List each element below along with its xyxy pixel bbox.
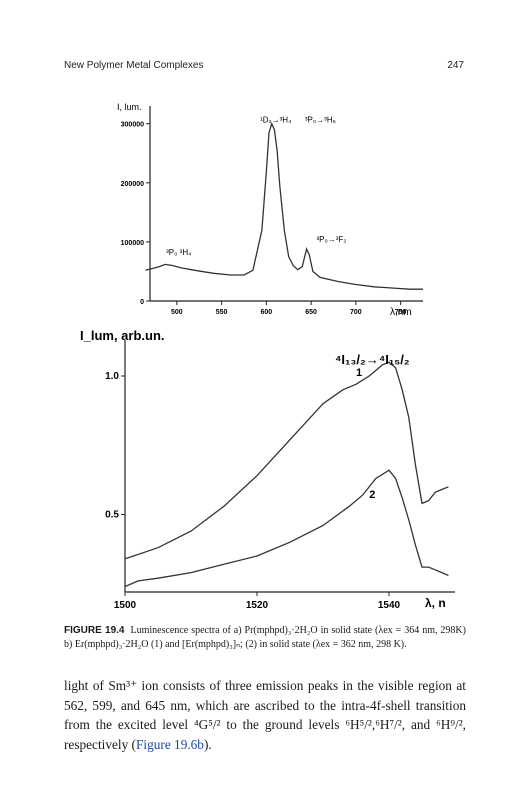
figure-link[interactable]: Figure 19.6b: [136, 736, 204, 752]
c2-x-tick-label: 1500: [114, 600, 137, 611]
chart-b-series-2-line: [124, 469, 449, 588]
chart-a-ylabel: I, lum.: [117, 102, 142, 112]
c1-x-tick-label: 500: [171, 309, 183, 316]
c2-y-tick-label: 1.0: [105, 371, 119, 382]
chart-b-curve-label: 1: [356, 367, 362, 379]
c1-x-tick-label: 550: [216, 309, 228, 316]
figure-caption: FIGURE 19.4 Luminescence spectra of a) Pr…: [64, 624, 466, 652]
chart-b-transition-annotation: ⁴I₁₃/₂→⁴I₁₅/₂: [335, 352, 410, 367]
c1-y-tick-label: 300000: [121, 122, 144, 129]
chart-a-annotation: ³P₀→³F₂: [316, 235, 346, 244]
c1-y-tick-label: 200000: [121, 181, 144, 188]
c1-x-tick-label: 650: [305, 309, 317, 316]
figure-label: FIGURE 19.4: [64, 625, 125, 636]
running-header: New Polymer Metal Complexes 247: [64, 60, 464, 71]
running-title: New Polymer Metal Complexes: [64, 60, 204, 71]
body-text: light of Sm³⁺ ion consists of three emis…: [64, 678, 466, 752]
figure-caption-text: Luminescence spectra of a) Pr(mphpd)₃·2H…: [64, 625, 466, 650]
c1-y-tick-label: 100000: [121, 240, 144, 247]
c2-x-tick-label: 1540: [378, 600, 401, 611]
c2-y-tick-label: 0.5: [105, 509, 119, 520]
c1-x-tick-label: 750: [395, 309, 407, 316]
page-number: 247: [447, 60, 464, 71]
chart-b-series-1-line: [124, 361, 449, 560]
chart-b-xlabel: λ, n: [425, 596, 446, 610]
chart-a-annotation: ³P₀ ³H₄: [166, 248, 191, 257]
chart-a-xlabel: λ,nm: [390, 307, 412, 318]
chart-a-annotation: ¹D₂→³H₄: [260, 116, 291, 125]
chart-a-annotation: ³P₀→³H₆: [305, 116, 336, 125]
chart-a-spectrum-line: [145, 121, 423, 290]
body-tail: ).: [203, 736, 212, 752]
c1-y-tick-label: 0: [140, 299, 144, 306]
chart-b-curve-label: 2: [369, 489, 375, 501]
c1-x-tick-label: 600: [261, 309, 273, 316]
body-paragraph: light of Sm³⁺ ion consists of three emis…: [64, 676, 466, 754]
chart-b-ylabel: I_lum, arb.un.: [80, 328, 165, 343]
c2-x-tick-label: 1520: [246, 600, 269, 611]
c1-x-tick-label: 700: [350, 309, 362, 316]
chart-b: 1500 1520 1540 0.5 1.0 I_lum, arb.un. λ, n ⁴…: [80, 328, 455, 611]
chart-a: 500 550 600 650 700 750 0 100000 200000 300000 I,…: [117, 102, 423, 318]
